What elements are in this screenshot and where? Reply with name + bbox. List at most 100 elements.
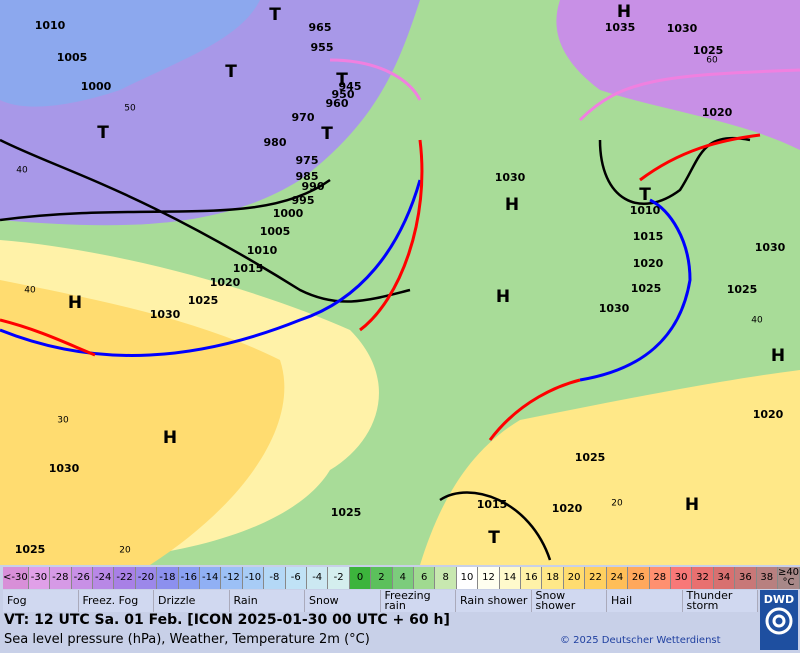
map-label: 60 bbox=[706, 56, 718, 66]
scale-cell: 14 bbox=[499, 567, 522, 589]
map-label: 950 bbox=[332, 88, 355, 101]
scale-cell: 34 bbox=[713, 567, 736, 589]
map-label: 970 bbox=[292, 111, 315, 124]
map-label: H bbox=[617, 2, 631, 22]
map-label: 40 bbox=[24, 286, 36, 296]
map-label: 1005 bbox=[57, 51, 88, 64]
warm-area bbox=[420, 370, 800, 565]
scale-cell: 38 bbox=[756, 567, 778, 589]
occluded-front bbox=[329, 58, 800, 122]
map-label: 20 bbox=[611, 499, 623, 509]
scale-cell: -10 bbox=[242, 567, 265, 589]
map-label: 1030 bbox=[755, 241, 786, 254]
warm-front bbox=[0, 318, 96, 357]
scale-cell: 36 bbox=[735, 567, 757, 589]
scale-cell: 28 bbox=[649, 567, 671, 589]
isobar bbox=[0, 178, 331, 222]
map-label: 1015 bbox=[233, 262, 264, 275]
map-label: 1020 bbox=[702, 106, 733, 119]
map-label: 1000 bbox=[81, 80, 112, 93]
cold-area bbox=[556, 0, 800, 150]
map-label: 1025 bbox=[727, 283, 758, 296]
map-label: H bbox=[505, 195, 519, 215]
map-label: 1020 bbox=[633, 257, 664, 270]
map-label: H bbox=[771, 346, 785, 366]
warm-front bbox=[639, 133, 761, 182]
footer: VT: 12 UTC Sa. 01 Feb. [ICON 2025-01-30 … bbox=[0, 612, 760, 653]
map-label: 995 bbox=[292, 194, 315, 207]
map-label: H bbox=[68, 293, 82, 313]
legend-item: Snow bbox=[305, 590, 381, 612]
warm-front bbox=[359, 139, 424, 332]
map-label: T bbox=[336, 70, 348, 90]
scale-cell: 4 bbox=[392, 567, 415, 589]
map-label: 30 bbox=[57, 416, 69, 426]
scale-cell: <-30 bbox=[3, 567, 29, 589]
cold-area bbox=[0, 0, 260, 107]
map-label: 1025 bbox=[331, 506, 362, 519]
map-label: 1035 bbox=[605, 21, 636, 34]
legend-item: Freezing rain bbox=[381, 590, 456, 612]
scale-cell: -2 bbox=[328, 567, 350, 589]
isobar bbox=[0, 138, 411, 303]
map-label: 20 bbox=[119, 546, 131, 556]
description: Sea level pressure (hPa), Weather, Tempe… bbox=[4, 632, 370, 647]
weather-map: 1010100510009659559459509609709809759859… bbox=[0, 0, 800, 565]
legend-item: Snow shower bbox=[532, 590, 607, 612]
scale-cell: 24 bbox=[606, 567, 629, 589]
map-label: 975 bbox=[296, 154, 319, 167]
temperature-scale: <-30 -30 -28 -26 -24 -22 -20 -18 -16 -14 -12 -10 -8-… bbox=[3, 567, 800, 589]
map-label: T bbox=[225, 62, 237, 82]
scale-cell: 2 bbox=[371, 567, 393, 589]
map-label: T bbox=[97, 123, 109, 143]
logo-icon bbox=[765, 607, 793, 635]
scale-cell: 0 bbox=[349, 567, 372, 589]
legend-item: Rain shower bbox=[456, 590, 532, 612]
scale-cell: -4 bbox=[307, 567, 329, 589]
scale-cell: 18 bbox=[542, 567, 564, 589]
map-label: 1030 bbox=[667, 22, 698, 35]
map-label: 985 bbox=[296, 170, 319, 183]
scale-cell: -8 bbox=[264, 567, 286, 589]
legend-item: Rain bbox=[230, 590, 305, 612]
map-label: H bbox=[685, 495, 699, 515]
scale-cell: 20 bbox=[563, 567, 586, 589]
map-label: 1025 bbox=[631, 282, 662, 295]
map-label: 1010 bbox=[247, 244, 278, 257]
map-label: 1025 bbox=[15, 543, 46, 556]
map-label: T bbox=[321, 124, 333, 144]
map-label: 1015 bbox=[633, 230, 664, 243]
map-label: 1030 bbox=[495, 171, 526, 184]
map-label: 1005 bbox=[260, 225, 291, 238]
map-label: H bbox=[496, 287, 510, 307]
legend-item: Hail bbox=[607, 590, 683, 612]
scale-cell: 6 bbox=[414, 567, 436, 589]
scale-cell: -16 bbox=[178, 567, 200, 589]
legend-item: Drizzle bbox=[154, 590, 230, 612]
map-label: 980 bbox=[264, 136, 287, 149]
legend-item: Thunder storm bbox=[683, 590, 758, 612]
scale-cell: -22 bbox=[114, 567, 136, 589]
scale-cell: 22 bbox=[585, 567, 607, 589]
isobar bbox=[439, 491, 552, 561]
map-label: 40 bbox=[16, 166, 28, 176]
scale-cell: 8 bbox=[435, 567, 457, 589]
valid-time: VT: 12 UTC Sa. 01 Feb. [ICON 2025-01-30 … bbox=[4, 612, 450, 628]
scale-cell: -30 bbox=[28, 567, 51, 589]
logo: DWD bbox=[760, 590, 798, 650]
map-label: T bbox=[269, 5, 281, 25]
map-label: 1030 bbox=[150, 308, 181, 321]
map-label: 965 bbox=[309, 21, 332, 34]
legend-item: Fog bbox=[3, 590, 79, 612]
scale-cell: -14 bbox=[199, 567, 222, 589]
map-label: 1025 bbox=[575, 451, 606, 464]
scale-cell: 10 bbox=[456, 567, 479, 589]
scale-cell: -20 bbox=[135, 567, 158, 589]
map-label: 1025 bbox=[188, 294, 219, 307]
scale-cell: 12 bbox=[478, 567, 500, 589]
map-label: 990 bbox=[302, 180, 325, 193]
scale-cell: -18 bbox=[157, 567, 179, 589]
isobar bbox=[598, 136, 751, 206]
map-label: 1010 bbox=[35, 19, 66, 32]
